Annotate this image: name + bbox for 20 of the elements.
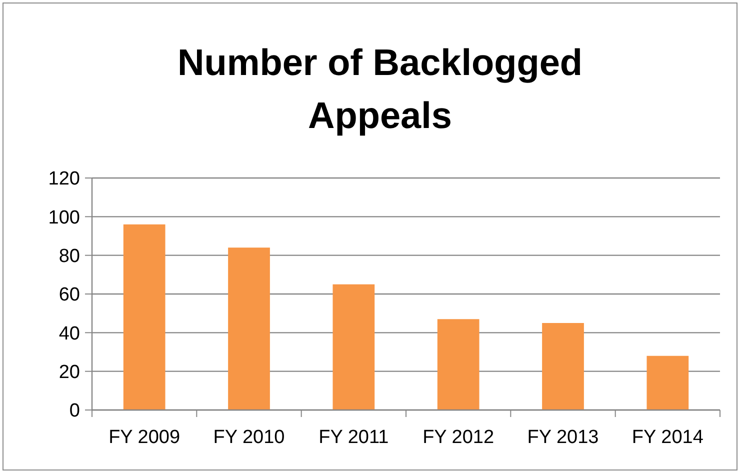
x-tick-label: FY 2009	[108, 427, 180, 448]
bar	[332, 284, 375, 410]
y-tick-label: 100	[48, 207, 80, 228]
y-tick-label: 40	[58, 323, 80, 344]
chart-title: Number of Backlogged Appeals	[178, 42, 582, 136]
bar	[228, 248, 270, 410]
x-tick-label: FY 2012	[422, 427, 494, 448]
bar	[646, 356, 689, 410]
x-tick-label: FY 2011	[318, 427, 389, 448]
y-tick-label: 60	[58, 284, 80, 306]
y-tick-label: 120	[48, 168, 80, 190]
x-tick-label: FY 2014	[632, 427, 704, 448]
bar	[123, 224, 166, 410]
y-tick-label: 0	[69, 400, 80, 422]
x-tick-label: FY 2010	[213, 427, 285, 448]
y-tick-label: 80	[58, 246, 80, 267]
x-tick-label: FY 2013	[527, 427, 599, 448]
bar	[542, 323, 584, 410]
y-tick-label: 20	[58, 362, 80, 383]
bar	[437, 319, 480, 410]
